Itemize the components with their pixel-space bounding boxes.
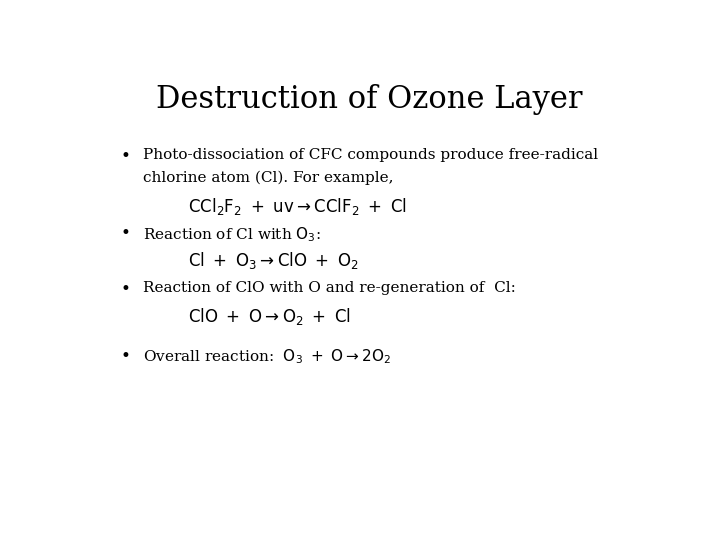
Text: Destruction of Ozone Layer: Destruction of Ozone Layer [156,84,582,114]
Text: Reaction of Cl with $\mathrm{O_3}$:: Reaction of Cl with $\mathrm{O_3}$: [143,225,321,244]
Text: •: • [121,225,130,242]
Text: Photo-dissociation of CFC compounds produce free-radical: Photo-dissociation of CFC compounds prod… [143,148,598,162]
Text: Reaction of ClO with O and re-generation of  Cl:: Reaction of ClO with O and re-generation… [143,281,516,295]
Text: •: • [121,281,130,298]
Text: $\mathrm{Cl \ + \ O_3 \rightarrow ClO \ + \ O_2}$: $\mathrm{Cl \ + \ O_3 \rightarrow ClO \ … [188,250,359,271]
Text: $\mathrm{CCl_2F_2 \ + \ uv \rightarrow CClF_2 \ + \ Cl}$: $\mathrm{CCl_2F_2 \ + \ uv \rightarrow C… [188,196,407,217]
Text: •: • [121,348,130,364]
Text: •: • [121,148,130,165]
Text: $\mathrm{ClO \ + \ O \rightarrow O_2 \ + \ Cl}$: $\mathrm{ClO \ + \ O \rightarrow O_2 \ +… [188,306,351,327]
Text: chlorine atom (Cl). For example,: chlorine atom (Cl). For example, [143,171,394,185]
Text: Overall reaction:  $\mathrm{O_3 \ + \ O \rightarrow 2O_2}$: Overall reaction: $\mathrm{O_3 \ + \ O \… [143,348,391,366]
